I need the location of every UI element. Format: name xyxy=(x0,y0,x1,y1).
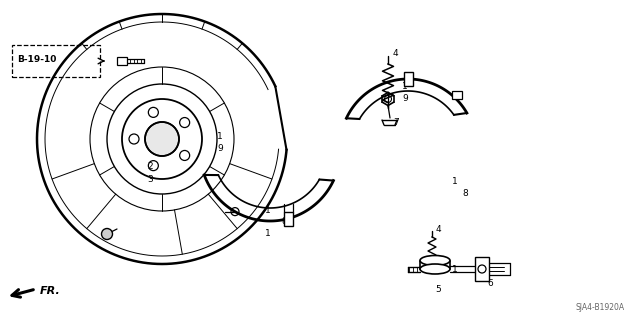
Bar xyxy=(403,72,413,86)
Ellipse shape xyxy=(420,264,450,274)
Text: 8: 8 xyxy=(281,218,287,226)
Text: FR.: FR. xyxy=(40,286,61,296)
Text: SJA4-B1920A: SJA4-B1920A xyxy=(576,302,625,311)
Text: 2: 2 xyxy=(147,162,153,172)
Text: 4: 4 xyxy=(435,225,441,234)
Text: 4: 4 xyxy=(392,49,398,58)
Text: 6: 6 xyxy=(487,279,493,288)
Text: 5: 5 xyxy=(435,285,441,293)
Bar xyxy=(452,91,461,99)
Bar xyxy=(475,257,489,281)
Text: 1: 1 xyxy=(452,264,458,273)
Text: 1: 1 xyxy=(452,176,458,186)
Text: 1: 1 xyxy=(265,206,271,216)
Text: 1: 1 xyxy=(402,83,408,92)
Bar xyxy=(12,45,100,77)
Text: 7: 7 xyxy=(393,118,399,128)
Ellipse shape xyxy=(420,256,450,265)
Circle shape xyxy=(102,228,113,240)
Text: 1: 1 xyxy=(265,228,271,238)
Text: 8: 8 xyxy=(462,189,468,198)
Circle shape xyxy=(145,122,179,156)
Text: 1: 1 xyxy=(217,132,223,142)
Text: 3: 3 xyxy=(147,174,153,183)
Text: B-19-10: B-19-10 xyxy=(17,56,56,64)
Bar xyxy=(284,211,292,226)
Text: 9: 9 xyxy=(402,94,408,103)
Bar xyxy=(117,57,127,65)
Text: 9: 9 xyxy=(217,145,223,153)
